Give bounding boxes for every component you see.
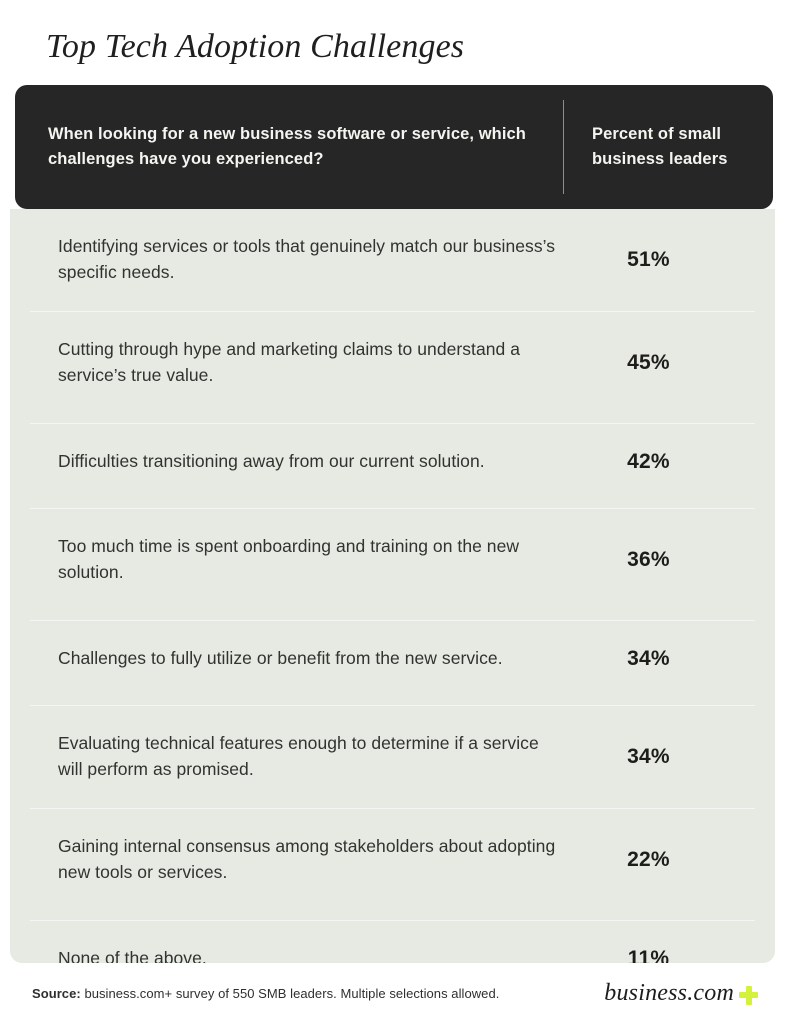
table-row-inner: Difficulties transitioning away from our… [30, 422, 755, 500]
percent-value: 45% [627, 351, 670, 374]
table-row-inner: None of the above. 11% [30, 919, 755, 964]
challenge-label: Too much time is spent onboarding and tr… [58, 536, 520, 582]
table-row: Difficulties transitioning away from our… [10, 414, 775, 508]
challenge-label: None of the above. [58, 947, 207, 964]
table-row: Challenges to fully utilize or benefit f… [10, 611, 775, 705]
challenge-label: Cutting through hype and marketing claim… [58, 339, 521, 385]
table-body: Identifying services or tools that genui… [10, 209, 775, 963]
table-row-inner: Evaluating technical features enough to … [30, 705, 755, 808]
table-row: Identifying services or tools that genui… [10, 209, 775, 311]
table-row: Evaluating technical features enough to … [10, 705, 775, 808]
table-row-inner: Identifying services or tools that genui… [30, 209, 755, 311]
percent-value: 22% [627, 848, 670, 871]
table-row: Too much time is spent onboarding and tr… [10, 508, 775, 611]
page-title: Top Tech Adoption Challenges [46, 28, 465, 65]
table-row: None of the above. 11% [10, 911, 775, 963]
source-note: Source: business.com+ survey of 550 SMB … [32, 985, 499, 1003]
header-column-divider [563, 100, 564, 194]
column-header-percent: Percent of small business leaders [592, 125, 728, 168]
table-row: Gaining internal consensus among stakeho… [10, 808, 775, 911]
table-row-inner: Challenges to fully utilize or benefit f… [30, 619, 755, 697]
source-label: Source: [32, 985, 81, 1001]
table-row-inner: Cutting through hype and marketing claim… [30, 311, 755, 414]
percent-value: 42% [627, 449, 670, 473]
table-row-inner: Gaining internal consensus among stakeho… [30, 808, 755, 911]
brand-wordmark: business.com [604, 980, 734, 1006]
footer: Source: business.com+ survey of 550 SMB … [0, 963, 788, 1024]
percent-value: 51% [627, 248, 670, 271]
percent-value: 11% [627, 946, 670, 964]
brand-logo[interactable]: business.com [604, 980, 758, 1007]
challenge-label: Identifying services or tools that genui… [58, 236, 556, 282]
challenge-label: Gaining internal consensus among stakeho… [58, 836, 556, 882]
percent-value: 34% [627, 745, 670, 768]
table-header: When looking for a new business software… [15, 85, 773, 209]
plus-icon [739, 985, 758, 1005]
source-text: business.com+ survey of 550 SMB leaders.… [84, 985, 500, 1001]
challenge-label: Difficulties transitioning away from our… [58, 450, 485, 471]
column-header-question: When looking for a new business software… [48, 125, 526, 168]
table-row-inner: Too much time is spent onboarding and tr… [30, 508, 755, 611]
table-row: Cutting through hype and marketing claim… [10, 311, 775, 414]
percent-value: 34% [627, 646, 670, 670]
challenge-label: Challenges to fully utilize or benefit f… [58, 647, 503, 668]
percent-value: 36% [627, 548, 670, 571]
challenge-label: Evaluating technical features enough to … [58, 733, 539, 779]
